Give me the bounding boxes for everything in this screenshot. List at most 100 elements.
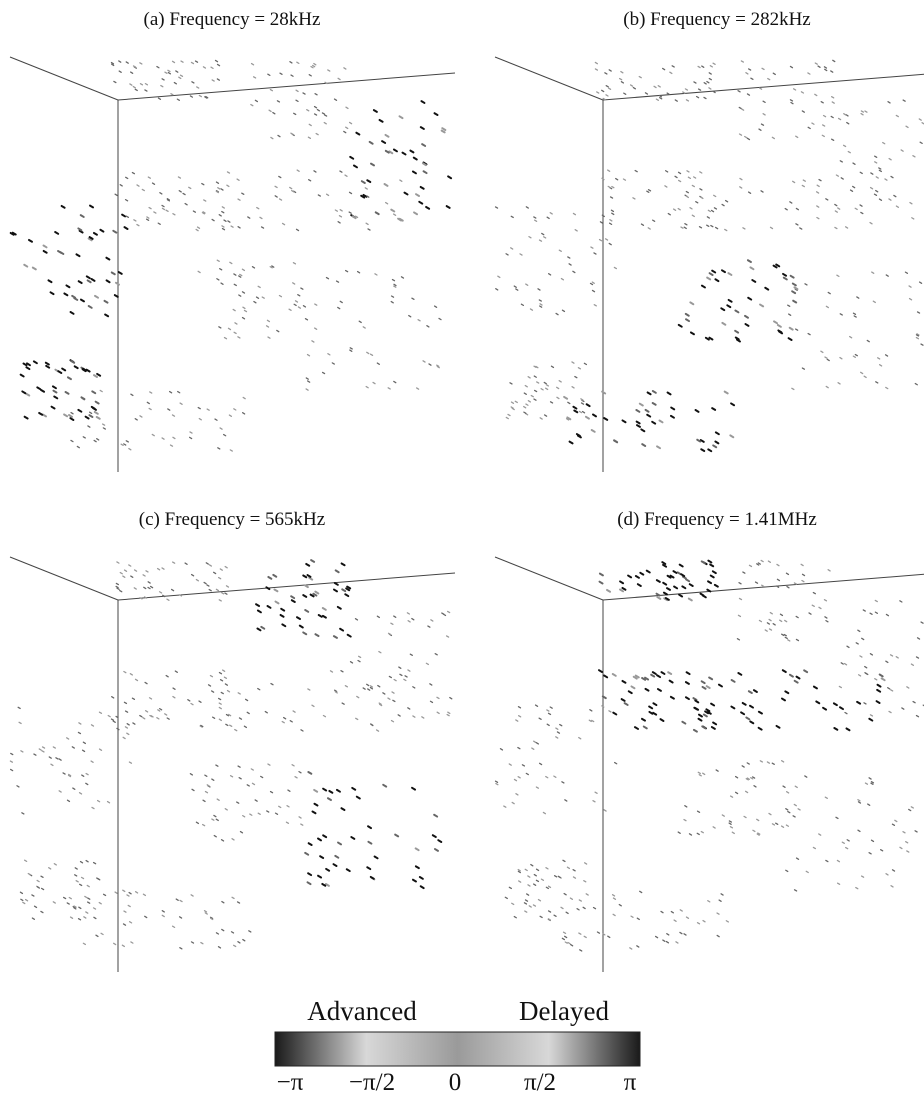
vector-glyph — [622, 588, 625, 590]
vector-glyph — [146, 711, 148, 712]
vector-glyph — [225, 593, 227, 594]
vector-glyph — [204, 200, 206, 201]
vector-glyph — [203, 67, 205, 68]
vector-glyph — [130, 674, 132, 675]
vector-glyph — [448, 712, 450, 713]
vector-glyph — [51, 292, 54, 294]
vector-glyph — [83, 943, 85, 944]
vector-glyph — [414, 212, 417, 214]
vector-glyph — [228, 221, 230, 222]
vector-glyph — [126, 441, 128, 442]
vector-glyph — [43, 415, 46, 417]
vector-glyph — [220, 428, 222, 429]
vector-glyph — [509, 887, 511, 888]
vector-glyph — [94, 908, 96, 909]
vector-glyph — [205, 911, 207, 912]
vector-glyph — [421, 127, 424, 129]
vector-glyph — [257, 208, 259, 209]
vector-glyph — [243, 307, 245, 308]
vector-glyph — [227, 172, 229, 173]
vector-glyph — [527, 894, 529, 895]
vector-glyph — [158, 710, 160, 711]
vector-glyph — [599, 670, 602, 672]
vector-glyph — [368, 689, 370, 690]
vector-glyph — [323, 608, 326, 610]
vector-glyph — [238, 942, 240, 943]
vector-glyph — [777, 726, 780, 728]
vector-glyph — [906, 126, 908, 127]
vector-glyph — [209, 565, 211, 566]
vector-glyph — [216, 182, 218, 183]
vector-glyph — [243, 816, 245, 817]
vector-glyph — [907, 687, 909, 688]
vector-glyph — [793, 181, 795, 182]
vector-glyph — [743, 228, 745, 229]
vector-glyph — [399, 667, 401, 668]
vector-glyph — [232, 897, 234, 898]
vector-glyph — [910, 299, 912, 300]
vector-glyph — [44, 246, 47, 248]
vector-glyph — [203, 825, 205, 826]
vector-glyph — [713, 63, 715, 64]
vector-glyph — [602, 178, 604, 179]
vector-glyph — [254, 77, 256, 78]
vector-glyph — [237, 179, 239, 180]
vector-glyph — [722, 204, 724, 205]
vector-glyph — [421, 886, 424, 888]
vector-glyph — [171, 445, 173, 446]
vector-glyph — [496, 289, 498, 290]
vector-glyph — [688, 177, 690, 178]
vector-glyph — [297, 229, 299, 230]
vector-glyph — [314, 790, 317, 792]
vector-glyph — [143, 718, 145, 719]
vector-glyph — [301, 730, 303, 731]
vector-glyph — [101, 933, 103, 934]
vector-glyph — [916, 716, 918, 717]
vector-glyph — [549, 713, 551, 714]
vector-glyph — [648, 228, 650, 229]
vector-glyph — [216, 60, 218, 61]
vector-glyph — [591, 283, 593, 284]
vector-glyph — [162, 79, 164, 80]
vector-glyph — [913, 156, 915, 157]
vector-glyph — [256, 604, 259, 606]
vector-glyph — [656, 936, 658, 937]
vector-glyph — [119, 272, 122, 274]
vector-glyph — [48, 280, 51, 282]
vector-glyph — [86, 417, 89, 419]
vector-glyph — [370, 686, 372, 687]
vector-glyph — [871, 173, 873, 174]
vector-glyph — [338, 78, 340, 79]
vector-glyph — [796, 616, 798, 617]
vector-glyph — [860, 205, 862, 206]
vector-glyph — [149, 208, 151, 209]
vector-glyph — [273, 113, 275, 114]
vector-glyph — [383, 693, 385, 694]
vector-glyph — [308, 381, 310, 382]
vector-glyph — [595, 69, 597, 70]
vector-glyph — [147, 402, 149, 403]
vector-glyph — [819, 607, 821, 608]
vector-glyph — [714, 195, 716, 196]
vector-glyph — [759, 712, 762, 714]
vector-glyph — [794, 804, 796, 805]
vector-glyph — [385, 184, 388, 186]
vector-glyph — [260, 217, 262, 218]
vector-glyph — [580, 411, 582, 412]
vector-glyph — [413, 172, 416, 174]
vector-glyph — [72, 296, 75, 298]
vector-glyph — [536, 880, 538, 881]
vector-glyph — [179, 77, 181, 78]
vector-glyph — [114, 81, 116, 82]
vector-glyph — [75, 366, 78, 368]
vector-glyph — [850, 337, 852, 338]
vector-glyph — [875, 156, 877, 157]
vector-glyph — [805, 776, 807, 777]
vector-glyph — [595, 62, 597, 63]
vector-glyph — [631, 916, 633, 917]
vector-glyph — [531, 865, 533, 866]
axis-line — [118, 573, 455, 600]
vector-glyph — [518, 871, 520, 872]
vector-glyph — [168, 409, 170, 410]
vector-glyph — [529, 906, 531, 907]
